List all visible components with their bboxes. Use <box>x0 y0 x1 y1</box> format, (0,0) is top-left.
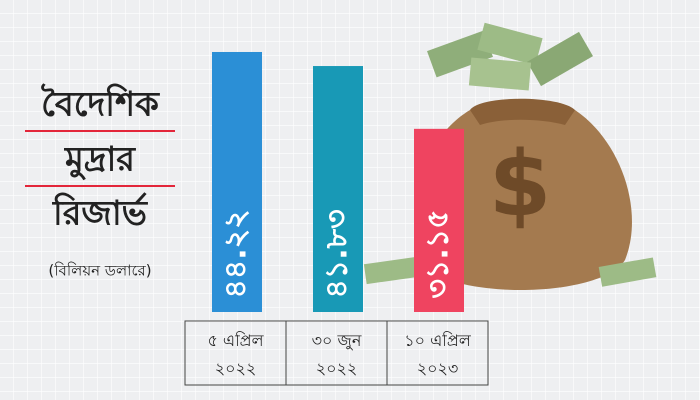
money-bag: $ <box>363 22 657 290</box>
chart-subtitle: (বিলিয়ন ডলারে) <box>48 262 151 280</box>
category-cell <box>386 320 489 386</box>
bar <box>212 51 262 313</box>
value-label: ৩১.১৫ <box>421 209 456 298</box>
svg-text:$: $ <box>489 132 552 237</box>
bar <box>414 128 464 312</box>
x-tick-label: ৩০ জুন ২০২২ <box>312 331 362 378</box>
chart-title: বৈদেশিক <box>40 84 160 125</box>
value-label: ৪১.৮৩ <box>320 209 355 298</box>
chart-title: রিজার্ভ <box>52 192 149 234</box>
chart-title: মুদ্রার <box>64 140 136 181</box>
x-tick-label: ৫ এপ্রিল ২০২২ <box>207 331 264 378</box>
x-tick-label: ১০ এপ্রিল ২০২৩ <box>404 331 472 378</box>
value-label: ৪৪.২২ <box>219 209 254 298</box>
bar <box>313 66 363 312</box>
